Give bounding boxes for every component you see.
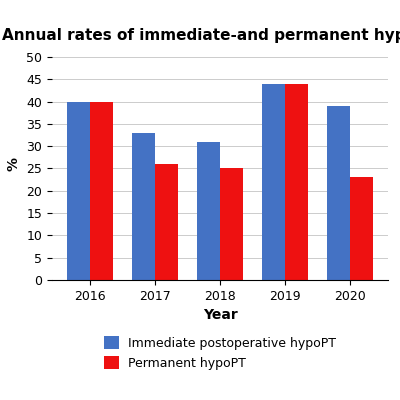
Bar <box>262 84 285 280</box>
Bar <box>90 102 113 280</box>
Y-axis label: %: % <box>7 157 21 171</box>
Bar <box>327 106 350 280</box>
Bar <box>285 84 308 280</box>
Bar <box>67 102 90 280</box>
Bar <box>197 142 220 280</box>
Legend: Immediate postoperative hypoPT, Permanent hypoPT: Immediate postoperative hypoPT, Permanen… <box>100 333 340 374</box>
Bar <box>350 177 373 280</box>
Bar <box>155 164 178 280</box>
X-axis label: Year: Year <box>203 308 237 322</box>
Bar <box>132 133 155 280</box>
Bar <box>220 168 243 280</box>
Title: Annual rates of immediate-and permanent hypoPT: Annual rates of immediate-and permanent … <box>2 28 400 43</box>
